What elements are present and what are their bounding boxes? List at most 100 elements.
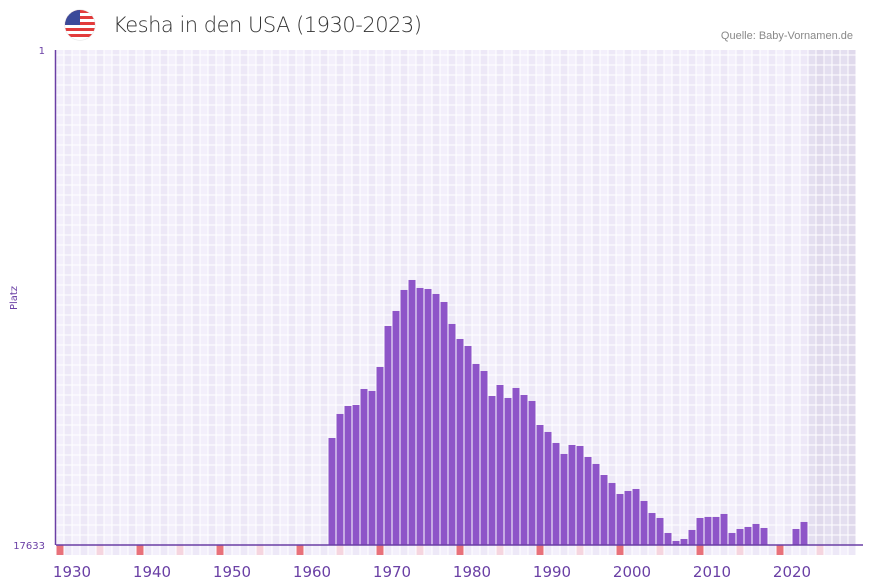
- year-marker: [664, 545, 672, 555]
- year-marker: [720, 545, 728, 555]
- year-marker: [640, 545, 648, 555]
- grid-column: [392, 50, 400, 545]
- year-marker: [144, 545, 152, 555]
- year-marker: [832, 545, 840, 555]
- year-marker: [736, 545, 744, 555]
- bar-2014: [744, 526, 752, 545]
- grid-column: [440, 50, 448, 545]
- grid-column: [600, 50, 608, 545]
- bar-2001: [640, 500, 648, 545]
- year-marker: [752, 545, 760, 555]
- bar-2013: [736, 528, 744, 545]
- year-marker: [800, 545, 808, 555]
- year-marker: [816, 545, 824, 555]
- grid-column: [128, 50, 136, 545]
- year-marker: [400, 545, 408, 555]
- grid-column: [744, 50, 752, 545]
- grid-column: [512, 50, 520, 545]
- bar-1966: [360, 388, 368, 545]
- year-marker: [112, 545, 120, 555]
- year-marker: [176, 545, 184, 555]
- grid-column: [136, 50, 144, 545]
- grid-column: [816, 50, 824, 545]
- year-marker: [760, 545, 768, 555]
- grid-column: [384, 50, 392, 545]
- bar-2009: [704, 516, 712, 545]
- bar-1997: [608, 482, 616, 545]
- grid-column: [184, 50, 192, 545]
- year-marker: [352, 545, 360, 555]
- year-marker: [304, 545, 312, 555]
- year-marker: [432, 545, 440, 555]
- grid-column: [704, 50, 712, 545]
- year-marker: [56, 545, 64, 555]
- grid-column: [232, 50, 240, 545]
- bar-1963: [336, 413, 344, 545]
- year-marker: [328, 545, 336, 555]
- bar-1967: [368, 390, 376, 545]
- grid-column: [648, 50, 656, 545]
- year-marker: [624, 545, 632, 555]
- x-tick-1950: 1950: [213, 563, 251, 581]
- grid-column: [776, 50, 784, 545]
- year-marker: [552, 545, 560, 555]
- x-tick-labels: 1930 1940 1950 1960 1970 1980 1990 2000 2010 2020: [53, 563, 811, 581]
- year-marker: [712, 545, 720, 555]
- bar-2021: [800, 521, 808, 545]
- year-marker: [160, 545, 168, 555]
- grid-column: [296, 50, 304, 545]
- grid-column: [848, 50, 856, 545]
- bar-1964: [344, 405, 352, 545]
- x-tick-2000: 2000: [613, 563, 651, 581]
- bar-1992: [568, 444, 576, 545]
- year-marker: [480, 545, 488, 555]
- year-marker: [208, 545, 216, 555]
- year-marker: [568, 545, 576, 555]
- grid-column: [152, 50, 160, 545]
- bar-1990: [552, 442, 560, 545]
- grid-column: [552, 50, 560, 545]
- grid-column: [72, 50, 80, 545]
- grid-column: [464, 50, 472, 545]
- year-marker: [232, 545, 240, 555]
- bar-1980: [472, 363, 480, 545]
- year-marker: [824, 545, 832, 555]
- bar-1969: [384, 325, 392, 545]
- bar-1998: [616, 493, 624, 545]
- grid-column: [832, 50, 840, 545]
- usa-flag-icon: [65, 10, 95, 40]
- bar-1970: [392, 310, 400, 545]
- grid-column: [808, 50, 816, 545]
- bar-1987: [528, 400, 536, 545]
- grid-column: [224, 50, 232, 545]
- grid-column: [752, 50, 760, 545]
- grid-column: [360, 50, 368, 545]
- bars: [328, 279, 808, 545]
- year-marker: [152, 545, 160, 555]
- grid-column: [688, 50, 696, 545]
- year-marker: [560, 545, 568, 555]
- year-marker: [448, 545, 456, 555]
- grid-column: [96, 50, 104, 545]
- grid-column: [264, 50, 272, 545]
- x-tick-1980: 1980: [453, 563, 491, 581]
- year-marker: [848, 545, 856, 555]
- grid-column: [544, 50, 552, 545]
- grid-column: [200, 50, 208, 545]
- grid-column: [376, 50, 384, 545]
- grid-column: [208, 50, 216, 545]
- source-label: Quelle: Baby-Vornamen.de: [720, 30, 853, 42]
- year-marker: [168, 545, 176, 555]
- grid-column: [144, 50, 152, 545]
- bar-2003: [656, 517, 664, 545]
- bar-1989: [544, 431, 552, 545]
- year-marker: [520, 545, 528, 555]
- grid-column: [344, 50, 352, 545]
- bar-1973: [416, 287, 424, 545]
- year-marker: [544, 545, 552, 555]
- year-marker: [192, 545, 200, 555]
- grid-column: [112, 50, 120, 545]
- x-tick-1940: 1940: [133, 563, 171, 581]
- grid-column: [480, 50, 488, 545]
